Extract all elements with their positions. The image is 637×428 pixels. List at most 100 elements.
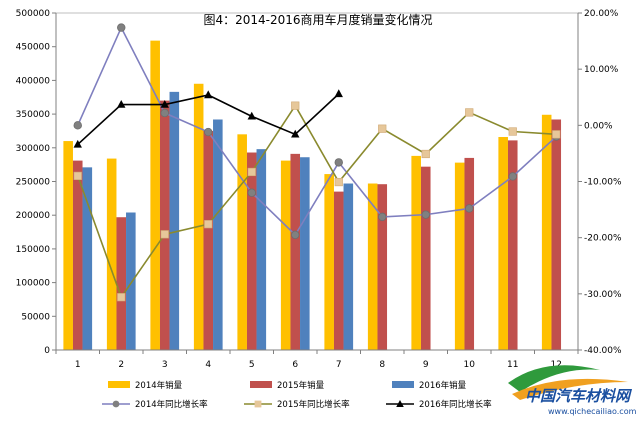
x-tick-label: 1: [75, 360, 81, 370]
bar: [411, 155, 421, 350]
point-marker: [117, 99, 126, 108]
bar: [377, 184, 388, 350]
point-marker: [334, 158, 343, 167]
bar: [290, 153, 301, 350]
right-tick-label: 10.00%: [584, 65, 619, 75]
point-marker: [160, 230, 169, 239]
bar-series-group: [63, 40, 562, 351]
bar: [193, 83, 204, 351]
x-tick-label: 11: [507, 360, 518, 370]
left-tick-label: 150000: [16, 245, 51, 255]
bar: [159, 100, 170, 351]
bar: [551, 119, 562, 350]
right-tick-label: -10.00%: [584, 178, 622, 188]
left-tick-label: 250000: [16, 178, 51, 188]
x-tick-label: 5: [249, 360, 255, 370]
bar: [150, 40, 160, 350]
left-tick-label: 50000: [21, 312, 50, 322]
legend-label: 2015年同比增长率: [277, 399, 350, 410]
point-marker: [421, 149, 430, 159]
line-series-group: [73, 23, 561, 302]
x-tick-label: 2: [118, 360, 124, 370]
right-tick-label: 0.00%: [584, 121, 613, 131]
point-marker: [552, 130, 561, 139]
left-tick-label: 400000: [16, 76, 51, 86]
x-tick-label: 9: [423, 360, 429, 370]
bar: [333, 191, 344, 350]
left-tick-label: 200000: [16, 211, 51, 221]
chart-title: 图4：2014-2016商用车月度销量变化情况: [203, 12, 432, 27]
x-tick-label: 8: [379, 360, 385, 370]
point-marker: [508, 127, 517, 136]
point-marker: [117, 293, 126, 302]
left-axis: 0 50000 100000 150000 200000 250000 300000 3500…: [16, 9, 57, 356]
legend-label: 2016年销量: [419, 380, 467, 391]
x-tick-label: 4: [205, 360, 211, 370]
bar: [507, 140, 518, 350]
point-marker: [204, 220, 213, 229]
legend-marker: [396, 400, 404, 407]
point-marker: [204, 90, 213, 99]
point-marker: [465, 204, 474, 213]
point-marker: [334, 177, 343, 187]
x-tick-label: 10: [464, 360, 476, 370]
legend-swatch: [250, 381, 272, 388]
point-marker: [160, 108, 169, 118]
watermark-logo: 中国汽车材料网 www.qichecailiao.com: [508, 365, 637, 416]
right-axis: -40.00% -30.00% -20.00% -10.00% 0.00% 10.00% 2…: [577, 9, 622, 356]
bar: [498, 137, 508, 350]
point-marker: [247, 111, 256, 120]
point-marker: [73, 139, 82, 148]
watermark-name: 中国汽车材料网: [525, 387, 633, 405]
point-marker: [247, 188, 256, 197]
point-marker: [204, 127, 213, 137]
bar: [324, 174, 334, 350]
legend-marker: [112, 400, 120, 408]
right-tick-label: -30.00%: [584, 290, 622, 300]
bar: [464, 157, 475, 350]
right-tick-label: -20.00%: [584, 234, 622, 244]
legend-marker: [254, 400, 262, 408]
bar: [72, 160, 83, 350]
legend-label: 2014年同比增长率: [135, 399, 208, 410]
bar: [541, 114, 552, 350]
x-tick-label: 6: [292, 360, 298, 370]
bar: [126, 212, 136, 350]
x-tick-label: 7: [336, 360, 342, 370]
point-marker: [291, 230, 300, 240]
series-line: [77, 25, 557, 237]
legend-label: 2014年销量: [135, 380, 183, 391]
bar: [213, 119, 223, 350]
left-tick-label: 100000: [16, 279, 51, 289]
bar: [367, 183, 378, 350]
bar: [246, 152, 257, 350]
point-marker: [73, 171, 82, 180]
point-marker: [160, 99, 169, 108]
point-marker: [378, 212, 387, 222]
point-marker: [291, 129, 300, 138]
bar: [169, 91, 180, 350]
x-tick-label: 3: [162, 360, 168, 370]
legend-label: 2016年同比增长率: [419, 399, 492, 410]
bar: [343, 183, 354, 350]
swoosh-accent-icon: [512, 378, 628, 400]
bar: [237, 134, 247, 350]
point-marker: [247, 167, 256, 177]
bar: [256, 149, 267, 350]
bar: [300, 157, 310, 350]
point-marker: [291, 101, 300, 110]
left-tick-label: 300000: [16, 144, 51, 154]
bar: [63, 141, 73, 350]
point-marker: [378, 124, 387, 133]
series-line: [76, 104, 557, 299]
legend-swatch: [392, 381, 414, 388]
point-marker: [117, 23, 126, 32]
point-marker: [334, 89, 343, 98]
bar: [116, 217, 127, 350]
legend-swatch: [108, 381, 130, 388]
right-tick-label: 20.00%: [584, 9, 619, 19]
bar: [106, 158, 117, 350]
left-tick-label: 450000: [16, 43, 51, 53]
bar: [454, 162, 465, 350]
